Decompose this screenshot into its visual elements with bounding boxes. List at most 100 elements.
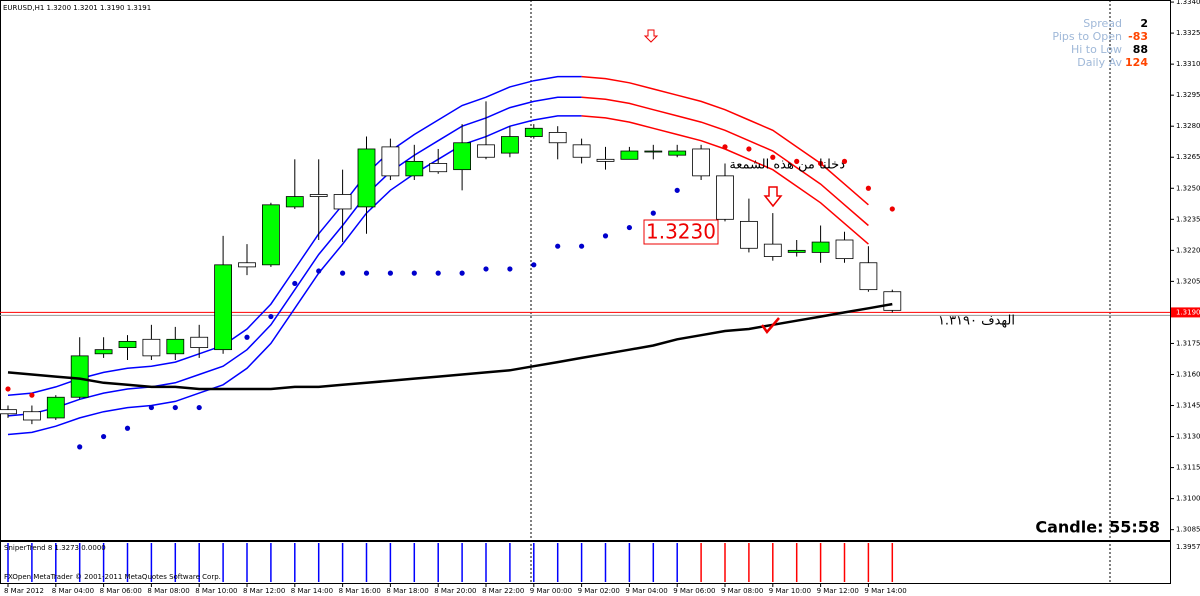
candle-body <box>142 338 161 357</box>
x-tick-label: 8 Mar 06:00 <box>100 587 142 595</box>
candle-body <box>166 338 185 355</box>
down-arrow <box>643 29 659 43</box>
x-tick-label: 8 Mar 10:00 <box>195 587 237 595</box>
sar-dot <box>292 280 298 287</box>
info-label: Spread <box>1083 17 1122 30</box>
overlay-line <box>581 96 869 227</box>
x-tick-label: 9 Mar 02:00 <box>578 587 620 595</box>
y-tick-label: 1.3280 <box>1176 122 1200 130</box>
plot-frame <box>0 0 1171 541</box>
y-tick-label: 1.3100 <box>1176 495 1200 503</box>
x-tick-label: 9 Mar 08:00 <box>721 587 763 595</box>
down-arrow <box>763 186 783 208</box>
sar-dot <box>507 266 513 272</box>
candle-body <box>405 160 424 177</box>
indicator-scale: 1.3957 <box>1176 543 1200 551</box>
info-label: Daily Av <box>1077 56 1122 69</box>
sar-dot <box>555 243 561 249</box>
y-tick-label: 1.3205 <box>1176 277 1200 285</box>
candle-body <box>429 163 448 173</box>
marks <box>0 75 1200 582</box>
y-tick-label: 1.3325 <box>1176 29 1200 37</box>
y-tick-label: 1.3145 <box>1176 402 1200 410</box>
x-tick-label: 8 Mar 04:00 <box>52 587 94 595</box>
candle-body <box>596 158 615 162</box>
y-tick-label: 1.3175 <box>1176 339 1200 347</box>
sar-dot <box>674 187 680 193</box>
candle-body <box>453 142 472 171</box>
x-tick-label: 8 Mar 14:00 <box>291 587 333 595</box>
sar-dot <box>531 262 537 268</box>
candle-body <box>835 239 854 260</box>
sar-dot <box>889 206 895 212</box>
candle-body <box>381 146 400 177</box>
candle-body <box>357 148 376 208</box>
y-tick-label: 1.3115 <box>1176 464 1200 472</box>
indicator-label: SniperTrend 8 1.3273 0.0000 <box>4 544 106 552</box>
candle-body <box>883 291 902 311</box>
candle-body <box>572 144 591 158</box>
x-tick-label: 8 Mar 16:00 <box>339 587 381 595</box>
y-tick-label: 1.3340 <box>1176 0 1200 6</box>
x-tick-label: 9 Mar 00:00 <box>530 587 572 595</box>
sar-dot <box>746 146 752 152</box>
sar-dot <box>841 158 848 164</box>
y-tick-label: 1.3160 <box>1176 370 1200 378</box>
sar-dot <box>244 334 250 340</box>
x-tick-label: 8 Mar 18:00 <box>386 587 428 595</box>
candle-body <box>692 148 710 177</box>
y-tick-label: 1.3220 <box>1176 246 1200 254</box>
candle-body <box>668 150 687 156</box>
indicator-frame <box>0 541 1171 584</box>
sar-dot <box>363 270 370 276</box>
sar-dot <box>818 160 824 167</box>
x-tick-label: 9 Mar 04:00 <box>625 587 667 595</box>
symbol-header: EURUSD,H1 1.3200 1.3201 1.3190 1.3191 <box>3 4 151 12</box>
sar-dot <box>650 210 656 216</box>
candle-body <box>859 262 878 291</box>
sar-dot <box>411 270 417 276</box>
info-value: 124 <box>1125 56 1148 69</box>
sar-dot <box>172 404 178 411</box>
price-box-text: 1.3230 <box>646 220 716 244</box>
sar-dot <box>340 270 346 276</box>
sar-dot <box>148 404 154 411</box>
entry-note: دخلنا من هذه الشمعة <box>729 158 845 173</box>
sar-dot <box>459 270 465 276</box>
candle-body <box>811 241 830 253</box>
sar-dot <box>483 266 489 272</box>
x-tick-label: 8 Mar 20:00 <box>434 587 476 595</box>
candle-body <box>285 196 304 208</box>
candle-body <box>644 150 663 153</box>
candle-body <box>333 194 352 210</box>
x-tick-label: 9 Mar 14:00 <box>864 587 906 595</box>
x-tick-label: 8 Mar 12:00 <box>243 587 285 595</box>
x-tick-label: 9 Mar 12:00 <box>817 587 859 595</box>
price-box <box>643 219 719 245</box>
candle-body <box>70 355 89 398</box>
x-tick-label: 9 Mar 06:00 <box>673 587 715 595</box>
candle-body <box>118 340 137 348</box>
sar-dot <box>387 270 393 276</box>
price-line-label-box <box>1171 307 1200 318</box>
candle-body <box>46 396 65 419</box>
sar-dot <box>865 185 872 191</box>
sar-dot <box>101 433 107 440</box>
sar-dot <box>626 224 633 231</box>
sar-dot <box>196 404 202 411</box>
footer: FXOpen MetaTrader © 2001-2011 MetaQuotes… <box>4 573 221 581</box>
candle-body <box>214 264 233 351</box>
candle-body <box>477 144 495 158</box>
check-mark <box>760 317 780 335</box>
sar-dot <box>722 144 728 150</box>
price-line-label: 1.3190 <box>1176 308 1200 316</box>
candle-body <box>620 150 639 160</box>
overlay-line <box>7 302 893 391</box>
candle-body <box>22 411 41 421</box>
target-note: الهدف ١.٣١٩٠ <box>938 314 1015 329</box>
sar-dot <box>602 233 609 239</box>
x-tick-label: 8 Mar 08:00 <box>147 587 189 595</box>
x-tick-label: 8 Mar 22:00 <box>482 587 524 595</box>
sar-dot <box>77 444 83 450</box>
